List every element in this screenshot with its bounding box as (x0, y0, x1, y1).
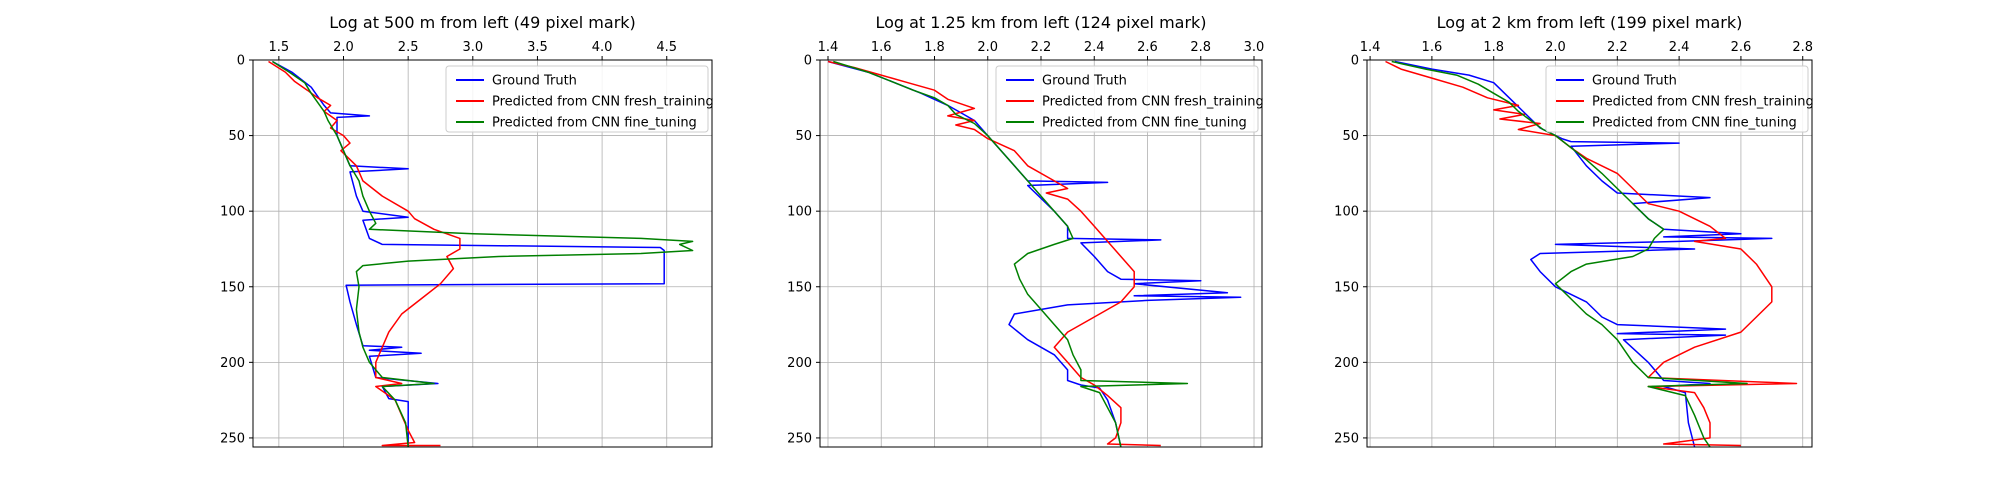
x-tick-label: 1.4 (818, 40, 839, 55)
y-tick-label: 50 (1342, 129, 1359, 144)
series-group (827, 60, 1242, 447)
x-tick-label: 2.0 (1545, 40, 1566, 55)
chart-title: Log at 1.25 km from left (124 pixel mark… (875, 13, 1206, 32)
y-tick-label: 150 (1334, 280, 1359, 295)
x-tick-label: 1.5 (269, 40, 290, 55)
series-line-1 (272, 60, 665, 447)
x-tick-label: 1.6 (1422, 40, 1443, 55)
legend-label: Predicted from CNN fresh_training (1592, 95, 1814, 110)
chart-panel-3: 1.4 1.6 1.8 2.0 2.2 2.4 2.6 2.8 0 50 100 150 200 250 L… (1334, 13, 1814, 448)
x-tick-label: 4.0 (592, 40, 613, 55)
series-line-3 (833, 60, 1189, 447)
x-tick-label: 2.4 (1084, 40, 1105, 55)
legend-box (995, 65, 1259, 133)
chart-title: Log at 500 m from left (49 pixel mark) (329, 13, 636, 32)
y-tick-label: 0 (237, 54, 245, 69)
x-tick-label: 2.0 (333, 40, 354, 55)
x-tick-label: 2.6 (1137, 40, 1158, 55)
y-tick-label: 250 (220, 431, 245, 446)
legend-label: Ground Truth (492, 74, 577, 89)
x-tick-label: 1.6 (871, 40, 892, 55)
y-tick-label: 50 (228, 129, 245, 144)
series-line-3 (1391, 60, 1748, 447)
y-tick-label: 100 (787, 205, 812, 220)
chart-panel-2: 1.4 1.6 1.8 2.0 2.2 2.4 2.6 2.8 3.0 0 50 100 150 200 2… (787, 13, 1265, 448)
legend-box (1545, 65, 1809, 133)
x-tick-label: 2.0 (977, 40, 998, 55)
legend-label: Predicted from CNN fine_tuning (1042, 116, 1247, 131)
legend-box (445, 65, 709, 133)
x-tick-label: 3.0 (462, 40, 483, 55)
x-tick-label: 3.0 (1244, 40, 1265, 55)
legend-label: Ground Truth (1592, 74, 1677, 89)
y-tick-label: 100 (220, 205, 245, 220)
series-line-3 (271, 60, 694, 447)
y-tick-label: 250 (1334, 431, 1359, 446)
y-tick-label: 0 (1351, 54, 1359, 69)
y-tick-label: 150 (220, 280, 245, 295)
series-line-1 (827, 60, 1242, 447)
x-tick-label: 1.8 (924, 40, 945, 55)
y-tick-label: 200 (220, 356, 245, 371)
axes-frame (252, 59, 713, 448)
legend: Ground Truth Predicted from CNN fresh_tra… (995, 65, 1264, 133)
x-tick-label: 2.8 (1792, 40, 1813, 55)
legend-label: Predicted from CNN fresh_training (492, 95, 714, 110)
series-line-2 (268, 60, 461, 447)
x-tick-label: 2.4 (1669, 40, 1690, 55)
y-tick-label: 100 (1334, 205, 1359, 220)
y-tick-label: 250 (787, 431, 812, 446)
legend-label: Predicted from CNN fresh_training (1042, 95, 1264, 110)
y-tick-label: 50 (795, 129, 812, 144)
legend: Ground Truth Predicted from CNN fresh_tra… (1545, 65, 1814, 133)
legend-label: Predicted from CNN fine_tuning (1592, 116, 1797, 131)
x-tick-label: 4.5 (656, 40, 677, 55)
x-tick-label: 2.8 (1190, 40, 1211, 55)
legend: Ground Truth Predicted from CNN fresh_tra… (445, 65, 714, 133)
x-tick-label: 1.4 (1360, 40, 1381, 55)
x-tick-label: 2.2 (1031, 40, 1052, 55)
x-tick-label: 2.5 (398, 40, 419, 55)
y-tick-label: 200 (1334, 356, 1359, 371)
y-tick-label: 200 (787, 356, 812, 371)
x-tick-label: 3.5 (527, 40, 548, 55)
x-tick-label: 2.6 (1731, 40, 1752, 55)
series-group (1385, 60, 1798, 447)
series-line-2 (827, 60, 1161, 447)
chart-panel-1: 1.5 2.0 2.5 3.0 3.5 4.0 4.5 0 50 100 150 200 250 Log … (220, 13, 714, 448)
chart-title: Log at 2 km from left (199 pixel mark) (1437, 13, 1743, 32)
x-tick-label: 2.2 (1607, 40, 1628, 55)
series-group (268, 60, 694, 447)
axes-frame (1366, 59, 1813, 448)
y-tick-label: 150 (787, 280, 812, 295)
legend-label: Ground Truth (1042, 74, 1127, 89)
legend-label: Predicted from CNN fine_tuning (492, 116, 697, 131)
y-tick-label: 0 (804, 54, 812, 69)
x-tick-label: 1.8 (1483, 40, 1504, 55)
